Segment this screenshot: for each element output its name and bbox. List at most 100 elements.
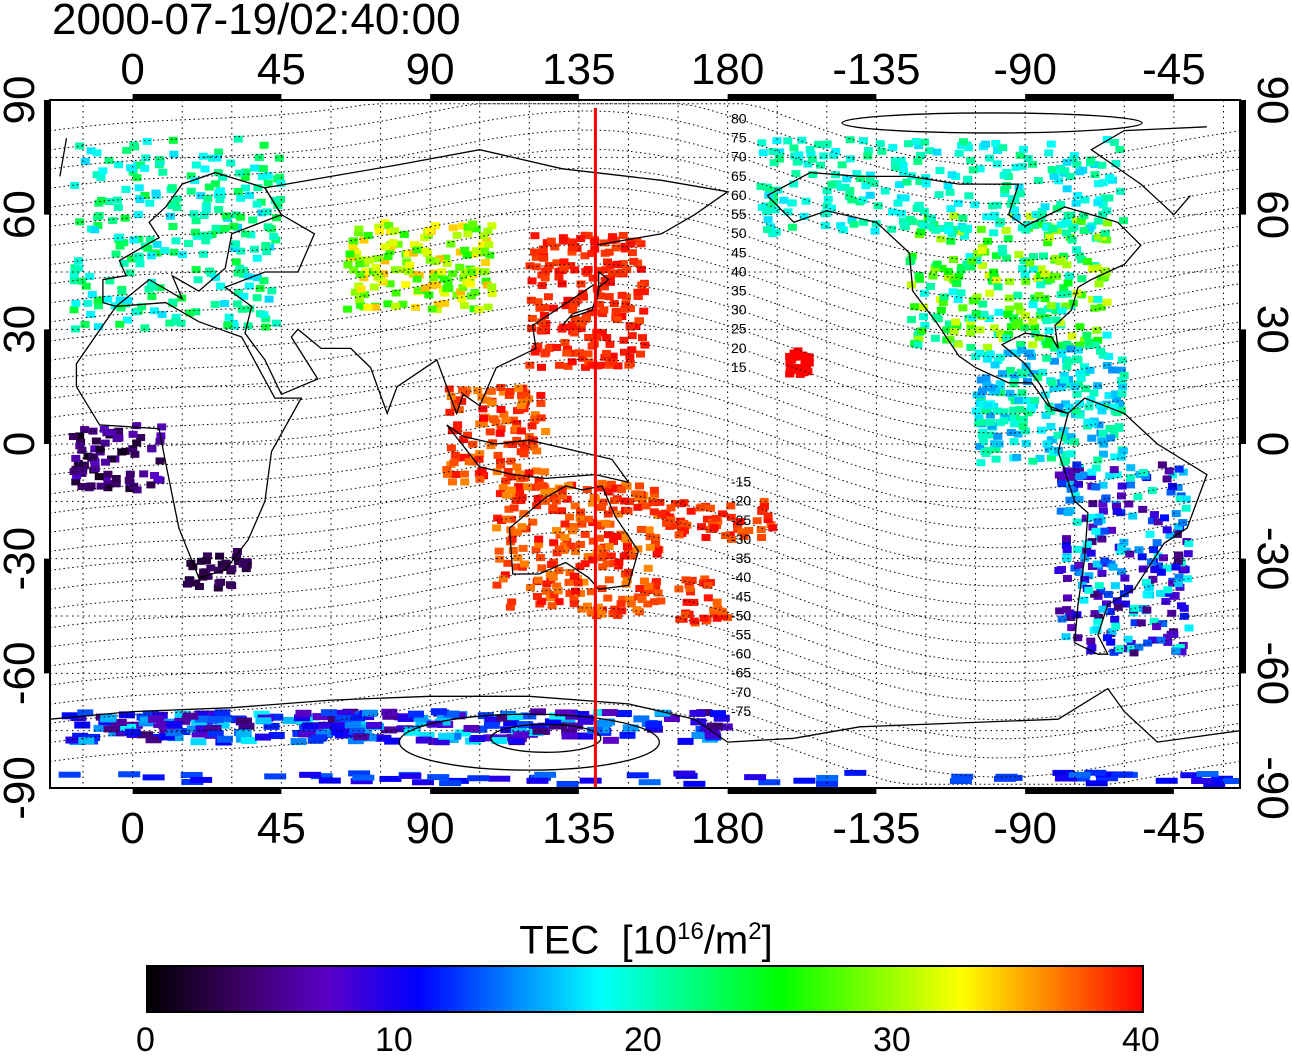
- tec-cell: [651, 534, 661, 542]
- tec-cell: [907, 316, 917, 324]
- tec-cell: [1148, 575, 1158, 583]
- tec-cell: [559, 542, 569, 550]
- contour-label: -60: [731, 646, 751, 662]
- tec-cell: [491, 419, 501, 427]
- tec-cell: [576, 508, 586, 516]
- tec-cell: [1068, 467, 1078, 475]
- tec-cell: [459, 274, 469, 282]
- tec-cell: [602, 482, 612, 490]
- tec-cell: [458, 283, 468, 291]
- tec-cell: [641, 502, 651, 510]
- tec-cell: [545, 571, 555, 579]
- tec-cell: [1162, 475, 1172, 483]
- tec-cell: [705, 504, 715, 512]
- tec-cell: [716, 723, 733, 731]
- tec-cell: [608, 233, 618, 241]
- tec-cell: [856, 175, 866, 183]
- tec-cell: [1096, 775, 1119, 782]
- tec-cell: [1155, 777, 1178, 784]
- tec-cell: [249, 245, 259, 253]
- tec-cell: [604, 543, 614, 551]
- tec-cell: [1061, 541, 1071, 549]
- tec-cell: [619, 552, 629, 560]
- tec-cell: [1098, 500, 1108, 508]
- tec-cell: [75, 432, 85, 440]
- tec-cell: [1071, 199, 1081, 207]
- tec-cell: [430, 708, 447, 716]
- tec-cell: [128, 445, 138, 453]
- contour-line: [50, 473, 1240, 568]
- tec-cell: [536, 414, 546, 422]
- tec-cell: [936, 235, 946, 243]
- tec-cell: [83, 299, 93, 307]
- tec-cell: [374, 272, 384, 280]
- tec-cell: [121, 185, 131, 193]
- tec-cell: [820, 210, 830, 218]
- tec-cell: [467, 775, 490, 782]
- tec-cell: [1043, 239, 1053, 247]
- tec-cell: [1183, 550, 1193, 558]
- tec-cell: [1063, 508, 1073, 516]
- tec-cell: [238, 722, 255, 730]
- tec-cell: [543, 293, 553, 301]
- tec-cell: [616, 600, 626, 608]
- tec-cell: [587, 249, 597, 257]
- tec-cell: [762, 208, 772, 216]
- tec-cell: [1075, 168, 1085, 176]
- tec-cell: [685, 584, 695, 592]
- tec-cell: [1006, 429, 1016, 437]
- tec-cell: [223, 321, 233, 329]
- tec-cell: [946, 237, 956, 245]
- tec-cell: [1040, 270, 1050, 278]
- tec-cell: [101, 458, 111, 466]
- lon-tick-bottom: 180: [691, 804, 764, 853]
- tec-cell: [479, 247, 489, 255]
- contour-label: -30: [731, 531, 751, 547]
- tec-cell: [261, 241, 271, 249]
- tec-cell: [1009, 380, 1019, 388]
- tec-cell: [403, 250, 413, 258]
- tec-cell: [1028, 318, 1038, 326]
- tec-cell: [802, 365, 812, 373]
- tec-cell: [1042, 354, 1052, 362]
- tec-cell: [791, 170, 801, 178]
- tec-cell: [896, 209, 906, 217]
- tec-cell: [977, 247, 987, 255]
- tec-cell: [539, 304, 549, 312]
- tec-cell: [253, 710, 270, 718]
- tec-cell: [141, 154, 151, 162]
- tec-cell: [554, 567, 564, 575]
- tec-cell: [988, 202, 998, 210]
- tec-cell: [921, 180, 931, 188]
- tec-cell: [1105, 472, 1115, 480]
- tec-cell: [631, 322, 641, 330]
- tec-cell: [191, 308, 201, 316]
- tec-cell: [783, 208, 793, 216]
- tec-cell: [601, 349, 611, 357]
- tec-cell: [129, 236, 139, 244]
- tec-cell: [842, 175, 852, 183]
- tec-cell: [617, 486, 627, 494]
- tec-cell: [789, 180, 799, 188]
- tec-cell: [527, 438, 537, 446]
- tec-cell: [633, 715, 650, 723]
- tec-cell: [388, 239, 398, 247]
- tec-cell: [982, 355, 992, 363]
- tec-cell: [1083, 418, 1093, 426]
- tec-cell: [758, 779, 781, 786]
- tec-cell: [160, 724, 177, 732]
- tec-cell: [1021, 278, 1031, 286]
- tec-cell: [822, 187, 832, 195]
- tec-cell: [391, 302, 401, 310]
- tec-cell: [1075, 369, 1085, 377]
- tec-cell: [492, 468, 502, 476]
- tec-cell: [506, 473, 516, 481]
- tec-cell: [453, 396, 463, 404]
- tec-cell: [147, 293, 157, 301]
- tec-cell: [1062, 363, 1072, 371]
- tec-cell: [276, 195, 286, 203]
- tec-cell: [904, 140, 914, 148]
- tec-cell: [519, 510, 529, 518]
- tec-cell: [1068, 156, 1078, 164]
- tec-cell: [77, 446, 87, 454]
